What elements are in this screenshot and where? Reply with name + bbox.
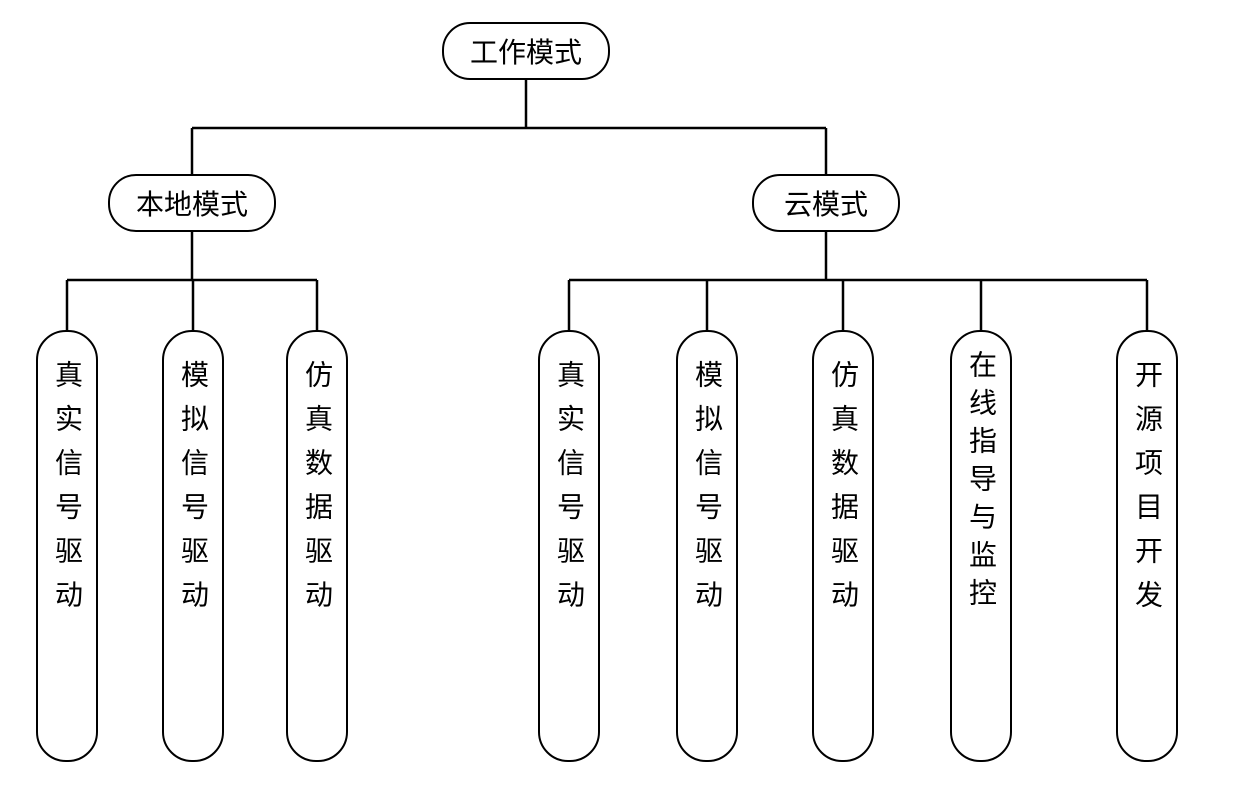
leaf-node: 开源项目开发 xyxy=(1116,330,1178,762)
l1-label-cloud: 云模式 xyxy=(784,183,868,223)
leaf-node: 真实信号驱动 xyxy=(538,330,600,762)
leaf-label: 真实信号驱动 xyxy=(549,360,589,624)
leaf-label: 仿真数据驱动 xyxy=(297,360,337,624)
root-label: 工作模式 xyxy=(470,31,582,71)
leaf-label: 开源项目开发 xyxy=(1127,360,1167,624)
l1-node-local: 本地模式 xyxy=(108,174,276,232)
l1-label-local: 本地模式 xyxy=(136,183,248,223)
l1-node-cloud: 云模式 xyxy=(752,174,900,232)
root-node: 工作模式 xyxy=(442,22,610,80)
leaf-node: 模拟信号驱动 xyxy=(162,330,224,762)
leaf-label: 在线指导与监控 xyxy=(961,350,1001,616)
leaf-label: 模拟信号驱动 xyxy=(687,360,727,624)
leaf-node: 真实信号驱动 xyxy=(36,330,98,762)
leaf-node: 仿真数据驱动 xyxy=(812,330,874,762)
leaf-label: 真实信号驱动 xyxy=(47,360,87,624)
leaf-node: 模拟信号驱动 xyxy=(676,330,738,762)
leaf-node: 在线指导与监控 xyxy=(950,330,1012,762)
leaf-node: 仿真数据驱动 xyxy=(286,330,348,762)
leaf-label: 仿真数据驱动 xyxy=(823,360,863,624)
leaf-label: 模拟信号驱动 xyxy=(173,360,213,624)
